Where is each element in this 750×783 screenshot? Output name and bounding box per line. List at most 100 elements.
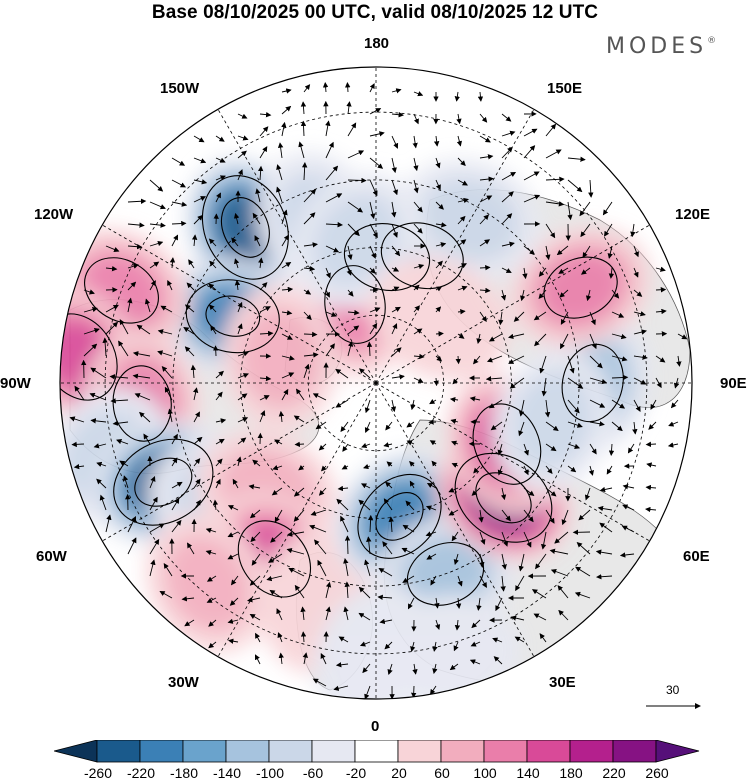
wind-arrow xyxy=(300,631,307,643)
wind-arrow xyxy=(259,111,272,118)
wind-arrow xyxy=(119,460,129,467)
wind-arrow xyxy=(501,509,511,522)
wind-arrow xyxy=(347,223,360,237)
wind-arrow xyxy=(383,442,393,448)
wind-arrow xyxy=(274,509,283,523)
lon-label-0: 0 xyxy=(371,718,380,735)
wind-arrow xyxy=(633,311,646,317)
wind-arrow xyxy=(493,656,503,665)
wind-arrow xyxy=(208,238,217,247)
wind-arrow xyxy=(369,201,376,220)
colorbar-tick: -60 xyxy=(302,765,324,781)
wind-arrow xyxy=(567,399,580,414)
wind-arrow xyxy=(554,531,569,544)
wind-arrow xyxy=(425,505,437,511)
wind-arrow xyxy=(315,421,327,430)
contour-line xyxy=(220,197,270,258)
wind-arrow xyxy=(457,309,466,315)
wind-arrow xyxy=(227,553,239,560)
wind-arrow xyxy=(611,421,623,432)
wind-arrow xyxy=(607,245,613,259)
wind-arrow xyxy=(281,234,289,247)
lon-label-60w: 60W xyxy=(36,548,67,565)
wind-arrow xyxy=(229,597,239,606)
wind-arrow xyxy=(171,179,186,188)
colorbar-tick: -260 xyxy=(83,765,113,781)
wind-arrow xyxy=(513,311,525,322)
wind-arrow xyxy=(391,323,398,335)
wind-arrow xyxy=(360,483,371,489)
wind-arrow xyxy=(193,499,201,511)
wind-arrow xyxy=(310,509,327,516)
wind-arrow xyxy=(391,112,404,118)
colorbar-tick: 100 xyxy=(473,765,497,781)
contour-line xyxy=(205,295,261,337)
wind-arrow xyxy=(215,192,221,203)
wind-arrow xyxy=(523,509,534,523)
wind-arrow xyxy=(501,241,515,247)
wind-arrow xyxy=(580,223,591,238)
wind-arrow xyxy=(83,289,95,295)
wind-arrow xyxy=(300,606,306,621)
wind-arrow xyxy=(567,355,575,374)
contour-lines xyxy=(60,175,624,606)
wind-arrow xyxy=(611,355,628,362)
wind-arrow xyxy=(325,606,331,621)
wind-arrow xyxy=(488,399,503,409)
colorbar-swatch xyxy=(569,740,614,763)
wind-arrow xyxy=(251,553,261,566)
wind-arrow xyxy=(426,553,437,560)
wind-arrow xyxy=(281,310,293,316)
wind-arrow xyxy=(347,245,353,261)
wind-arrow xyxy=(227,505,239,511)
wind-arrow xyxy=(558,267,569,274)
wind-arrow xyxy=(259,395,270,401)
wind-arrow xyxy=(457,157,466,167)
wind-arrow xyxy=(369,267,376,274)
wind-arrow xyxy=(303,242,318,248)
wind-arrow xyxy=(266,575,283,582)
wind-arrow xyxy=(435,179,441,191)
wind-arrow xyxy=(384,641,393,650)
wind-arrow xyxy=(455,355,461,365)
wind-arrow xyxy=(127,263,139,269)
wind-arrow xyxy=(391,266,400,272)
wind-arrow xyxy=(161,366,173,379)
wind-arrow xyxy=(193,411,200,423)
wind-arrow xyxy=(303,212,316,225)
wind-arrow xyxy=(549,548,569,555)
wind-arrow xyxy=(96,461,107,467)
wind-arrow xyxy=(633,354,648,360)
wind-arrow xyxy=(574,591,591,599)
wind-arrow xyxy=(184,619,195,627)
wind-arrow xyxy=(359,641,371,647)
wind-arrow xyxy=(391,347,402,357)
wind-arrow xyxy=(388,516,394,533)
colorbar-swatch xyxy=(612,740,657,763)
wind-arrow xyxy=(149,179,164,192)
wind-arrow xyxy=(510,615,525,621)
wind-arrow xyxy=(385,421,393,431)
wind-arrow xyxy=(208,619,217,627)
wind-arrow xyxy=(149,240,164,247)
wind-arrow xyxy=(391,245,401,257)
wind-arrow xyxy=(630,223,636,238)
wind-arrow xyxy=(518,421,525,437)
wind-arrow xyxy=(215,391,223,401)
anomaly-blob xyxy=(511,371,594,470)
wind-arrow xyxy=(515,575,525,592)
wind-arrow xyxy=(212,499,219,511)
colorbar-swatch xyxy=(440,740,485,763)
colorbar-swatch xyxy=(225,740,270,763)
wind-arrow xyxy=(413,179,419,194)
wind-arrow xyxy=(492,637,503,643)
wind-arrow xyxy=(193,458,201,467)
wind-arrow xyxy=(215,135,225,142)
brand-name: MODES xyxy=(606,34,708,59)
wind-arrow xyxy=(301,162,308,181)
wind-arrow xyxy=(501,191,514,203)
wind-arrow xyxy=(501,267,512,273)
wind-arrow xyxy=(531,589,547,599)
wind-arrow xyxy=(386,461,393,467)
wind-arrow xyxy=(320,465,327,472)
